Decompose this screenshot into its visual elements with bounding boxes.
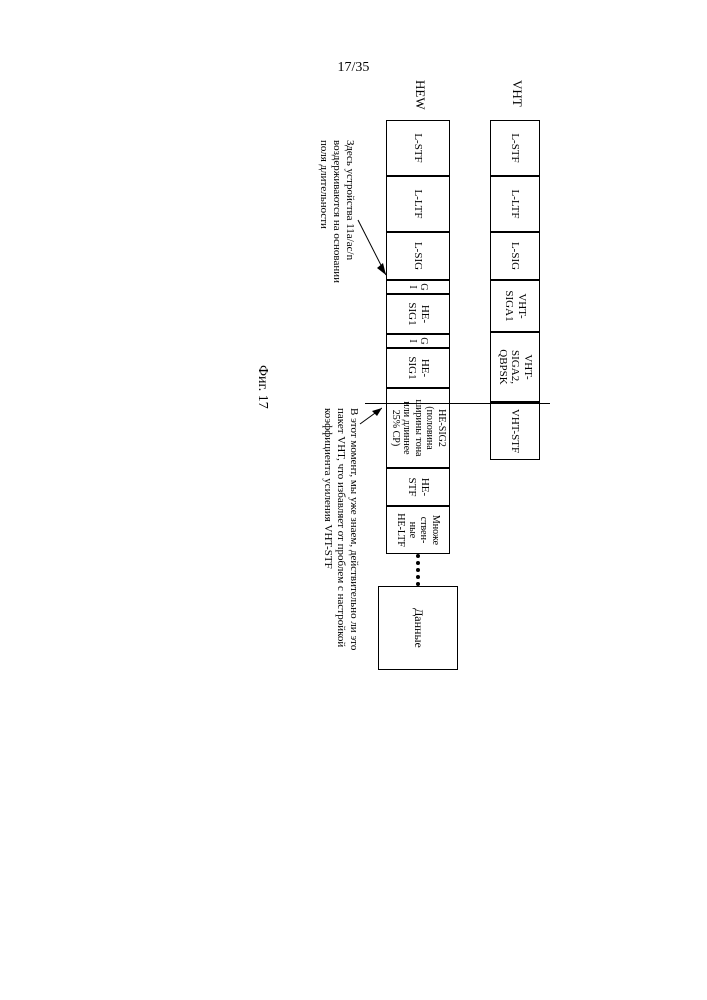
vht-stf: VHT-STF <box>490 402 540 460</box>
hew-he-stf: HE- STF <box>386 468 450 506</box>
hew-he-ltf: Множе ствен- ные HE-LTF <box>386 506 450 554</box>
vht-siga2: VHT- SIGA2, QBPSK <box>490 332 540 402</box>
vht-l-stf: L-STF <box>490 120 540 176</box>
row1-label: VHT <box>509 80 525 107</box>
note1-text: Здесь устройства 11a/ac/n воздерживаются… <box>316 140 356 340</box>
hew-data: Данные <box>378 586 458 670</box>
hew-gi-1: G I <box>386 280 450 294</box>
row2-label: HEW <box>412 80 428 110</box>
vht-l-ltf: L-LTF <box>490 176 540 232</box>
vht-l-sig: L-SIG <box>490 232 540 280</box>
vht-siga1: VHT- SIGA1 <box>490 280 540 332</box>
hew-gi-2: G I <box>386 334 450 348</box>
note2-text: В этот момент, мы уже знаем, действитель… <box>320 408 360 698</box>
figure-caption: Фиг. 17 <box>254 365 270 409</box>
hew-l-sig: L-SIG <box>386 232 450 280</box>
hew-l-ltf: L-LTF <box>386 176 450 232</box>
alignment-line <box>365 403 550 404</box>
page-number: 17/35 <box>0 60 707 76</box>
ellipsis-dots <box>386 554 450 586</box>
hew-l-stf: L-STF <box>386 120 450 176</box>
hew-sig1-a: HE- SIG1 <box>386 294 450 334</box>
hew-sig2: HE-SIG2 (половина ширины тона или длинне… <box>386 388 450 468</box>
hew-sig1-b: HE- SIG1 <box>386 348 450 388</box>
diagram: VHT L-STF L-LTF L-SIG VHT- SIGA1 VHT- SI… <box>210 80 670 710</box>
